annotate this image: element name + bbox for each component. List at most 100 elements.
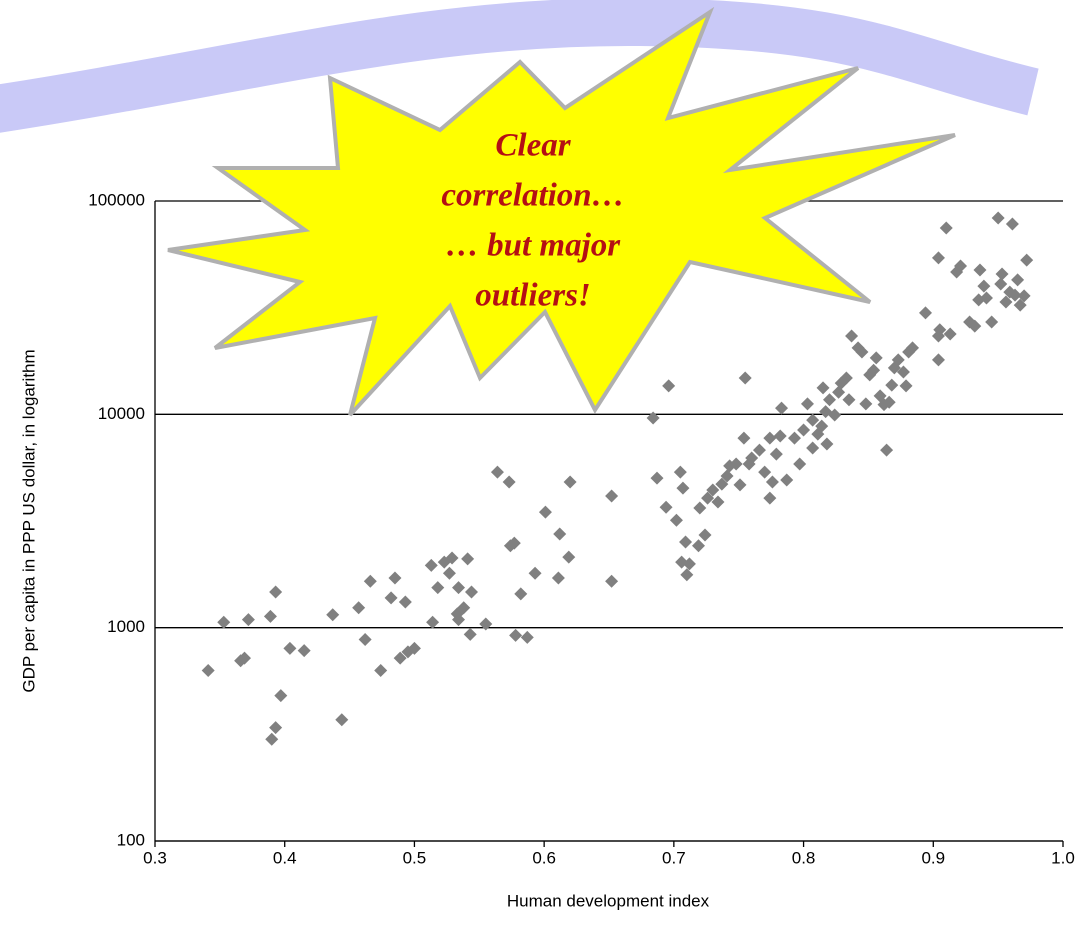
data-point <box>564 475 577 488</box>
x-tick-label: 0.6 <box>532 848 556 867</box>
data-point <box>985 315 998 328</box>
data-point <box>859 397 872 410</box>
data-point <box>734 478 747 491</box>
annotation-line: … but major <box>446 228 621 264</box>
data-point <box>679 536 692 549</box>
data-point <box>269 721 282 734</box>
data-point <box>553 527 566 540</box>
chart: 1001000100001000000.30.40.50.60.70.80.91… <box>0 0 1083 936</box>
data-point <box>940 222 953 235</box>
data-point <box>823 393 836 406</box>
data-point <box>1011 273 1024 286</box>
data-point <box>674 466 687 479</box>
data-point <box>797 424 810 437</box>
data-point <box>739 372 752 385</box>
data-point <box>753 444 766 457</box>
y-axis-label: GDP per capita in PPP US dollar, in loga… <box>19 349 38 692</box>
data-point <box>425 559 438 572</box>
data-point <box>605 490 618 503</box>
data-point <box>780 474 793 487</box>
data-point <box>806 442 819 455</box>
data-point <box>509 629 522 642</box>
data-point <box>443 567 456 580</box>
data-point <box>1020 254 1033 267</box>
data-point <box>605 575 618 588</box>
data-point <box>491 466 504 479</box>
data-point <box>973 263 986 276</box>
data-point <box>514 587 527 600</box>
data-point <box>503 475 516 488</box>
data-point <box>359 633 372 646</box>
data-point <box>283 642 296 655</box>
data-point <box>693 501 706 514</box>
data-point <box>326 608 339 621</box>
data-point <box>763 432 776 445</box>
data-point <box>426 616 439 629</box>
y-tick-label: 100 <box>117 830 145 849</box>
annotation-line: outliers! <box>475 278 591 314</box>
data-point <box>650 472 663 485</box>
data-point <box>845 329 858 342</box>
data-point <box>274 689 287 702</box>
data-point <box>364 575 377 588</box>
annotation-line: Clear <box>495 128 571 164</box>
data-point <box>680 568 693 581</box>
data-point <box>842 393 855 406</box>
data-point <box>737 432 750 445</box>
data-point <box>388 571 401 584</box>
data-point <box>885 379 898 392</box>
data-point <box>977 280 990 293</box>
data-point <box>202 664 215 677</box>
data-point <box>399 595 412 608</box>
data-point <box>647 412 660 425</box>
x-tick-label: 0.9 <box>921 848 945 867</box>
data-point <box>529 567 542 580</box>
data-point <box>298 644 311 657</box>
data-point <box>676 482 689 495</box>
data-point <box>464 628 477 641</box>
data-point <box>265 733 278 746</box>
data-point <box>758 466 771 479</box>
x-tick-label: 0.5 <box>403 848 427 867</box>
data-point <box>352 601 365 614</box>
data-point <box>817 381 830 394</box>
data-point <box>662 379 675 392</box>
data-point <box>1006 218 1019 231</box>
data-point <box>539 506 552 519</box>
data-point <box>820 438 833 451</box>
data-point <box>217 616 230 629</box>
x-tick-label: 0.8 <box>792 848 816 867</box>
data-point <box>801 397 814 410</box>
data-point <box>763 492 776 505</box>
x-tick-label: 1.0 <box>1051 848 1075 867</box>
data-point <box>996 267 1009 280</box>
data-point <box>264 610 277 623</box>
data-point <box>461 552 474 565</box>
data-point <box>552 571 565 584</box>
y-tick-label: 1000 <box>107 617 145 636</box>
data-point <box>900 379 913 392</box>
data-point <box>880 444 893 457</box>
data-point <box>992 212 1005 225</box>
data-point <box>479 618 492 631</box>
data-point <box>994 278 1007 291</box>
x-tick-label: 0.4 <box>273 848 297 867</box>
data-point <box>766 475 779 488</box>
x-axis-label: Human development index <box>507 891 710 910</box>
data-point <box>775 402 788 415</box>
data-point <box>870 351 883 364</box>
data-point <box>788 432 801 445</box>
data-point <box>770 448 783 461</box>
data-point <box>698 528 711 541</box>
data-point <box>932 251 945 264</box>
data-point <box>452 581 465 594</box>
data-point <box>793 458 806 471</box>
y-tick-label: 10000 <box>98 404 145 423</box>
data-point <box>374 664 387 677</box>
data-point <box>562 551 575 564</box>
data-point <box>932 353 945 366</box>
x-tick-label: 0.3 <box>143 848 167 867</box>
y-tick-label: 100000 <box>88 190 145 209</box>
data-point <box>242 613 255 626</box>
data-point <box>521 631 534 644</box>
